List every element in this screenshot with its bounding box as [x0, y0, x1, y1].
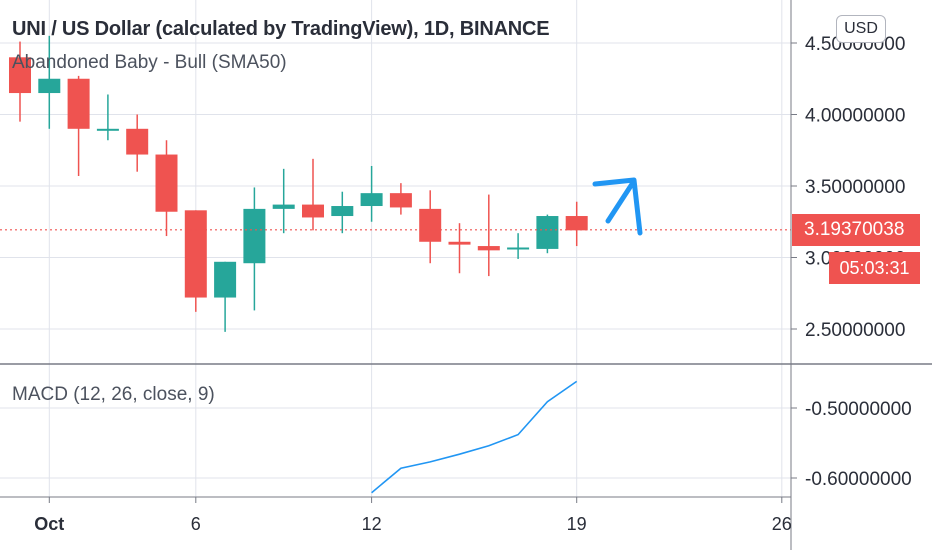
- candle: [126, 114, 149, 172]
- arrow-shaft: [605, 178, 637, 224]
- candle-body: [536, 216, 559, 249]
- candle-body: [126, 128, 149, 155]
- price-axis-label: -0.60000000: [805, 469, 912, 490]
- candle: [477, 194, 500, 277]
- candle: [360, 165, 383, 222]
- candle: [565, 201, 588, 247]
- candle-body: [155, 154, 178, 212]
- time-axis-label: 12: [362, 514, 382, 534]
- candle: [214, 261, 237, 332]
- up-arrow-annotation: [592, 177, 643, 236]
- candle-body: [184, 210, 207, 298]
- candle-body: [302, 204, 324, 218]
- last-price-tag: 3.19370038: [792, 214, 920, 246]
- price-axis-label: 3.50000000: [805, 177, 905, 198]
- candle-body: [419, 208, 442, 242]
- candle: [184, 210, 207, 312]
- candle-body: [507, 247, 530, 250]
- candle: [272, 168, 295, 234]
- macd-label[interactable]: MACD (12, 26, close, 9): [12, 384, 215, 405]
- candle-body: [477, 246, 500, 251]
- candle-body: [67, 78, 90, 129]
- candle-body: [243, 208, 266, 264]
- candle: [9, 41, 31, 122]
- macd-line: [371, 380, 578, 494]
- candlestick-series: [9, 35, 588, 332]
- time-axis-label: 26: [772, 514, 792, 534]
- currency-button[interactable]: USD: [836, 15, 886, 43]
- candle: [96, 94, 119, 141]
- candle: [243, 187, 266, 311]
- candle: [155, 140, 178, 237]
- price-axis-label: 4.00000000: [805, 106, 905, 127]
- candle: [38, 35, 61, 129]
- candle-body: [565, 216, 588, 231]
- candle-body: [331, 206, 354, 217]
- time-axis-labels: Oct 6 12 19 26: [34, 497, 792, 534]
- chart-title: UNI / US Dollar (calculated by TradingVi…: [12, 18, 550, 40]
- grid-lines: [0, 0, 791, 497]
- candle: [507, 233, 530, 259]
- candle-body: [360, 193, 383, 207]
- time-axis-label: Oct: [34, 514, 64, 534]
- candle: [331, 191, 354, 234]
- price-axis-label: -0.50000000: [805, 399, 912, 420]
- candle: [448, 223, 471, 274]
- candle: [67, 75, 90, 176]
- candle: [302, 158, 324, 231]
- price-axis-label: 2.50000000: [805, 320, 905, 341]
- candle-body: [272, 204, 295, 209]
- candle-body: [38, 78, 61, 94]
- candle-body: [96, 128, 119, 131]
- candle: [389, 183, 412, 215]
- candle-body: [214, 261, 237, 298]
- candle-body: [448, 241, 471, 245]
- bar-countdown-tag: 05:03:31: [829, 252, 920, 284]
- candle-body: [9, 57, 31, 94]
- candle-body: [389, 193, 412, 208]
- candle: [536, 214, 559, 254]
- time-axis-label: 6: [191, 514, 201, 534]
- candle: [419, 190, 442, 264]
- time-axis-label: 19: [567, 514, 587, 534]
- macd-series: [371, 380, 578, 494]
- indicator-label[interactable]: Abandoned Baby - Bull (SMA50): [12, 52, 287, 73]
